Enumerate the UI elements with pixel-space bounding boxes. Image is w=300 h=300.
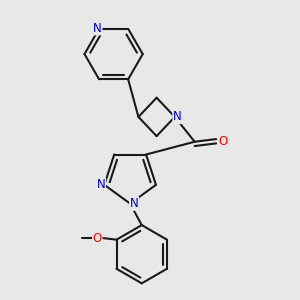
- Text: O: O: [93, 232, 102, 244]
- Text: N: N: [130, 197, 139, 210]
- Text: O: O: [219, 135, 228, 148]
- Text: N: N: [173, 110, 182, 123]
- Text: N: N: [97, 178, 105, 191]
- Text: N: N: [93, 22, 102, 35]
